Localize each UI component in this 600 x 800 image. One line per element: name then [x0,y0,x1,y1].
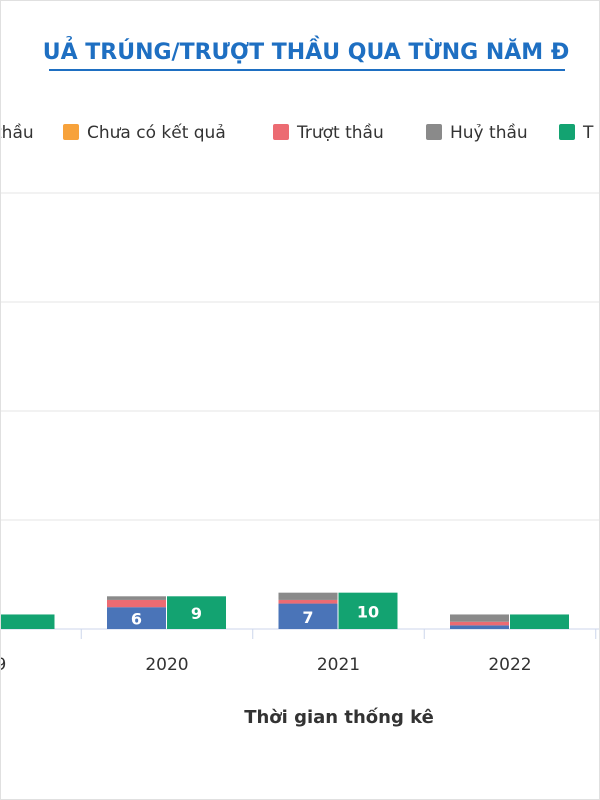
chart-title: UẢ TRÚNG/TRƯỢT THẦU QUA TỪNG NĂM Đ [43,36,570,65]
bar-segment [450,614,509,622]
legend-label: Huỷ thầu [450,122,528,143]
legend-label: thầu [1,122,34,143]
legend-label: Trượt thầu [296,122,384,143]
bar-segment [278,592,338,600]
x-tick-label: 19 [1,655,6,675]
data-label: 6 [131,610,142,629]
bar-segment [510,614,569,629]
x-tick-label: 2022 [488,655,531,675]
legend-label: Chưa có kết quả [87,122,226,143]
bar-segment [107,599,166,608]
bar-segment [167,596,226,629]
x-tick-label: 2020 [145,655,188,675]
bar-segment [278,603,338,629]
data-label: 9 [191,604,202,623]
bar-segment [278,599,338,604]
data-label: 7 [302,608,313,627]
legend-label: T [582,123,594,143]
bar-segment [338,592,398,629]
bar-segment [1,614,55,629]
x-tick-label: 2021 [317,655,360,675]
bar-segment [450,625,509,629]
legend-swatch [559,124,575,140]
x-axis-title: Thời gian thống kê [244,707,434,728]
legend-swatch [63,124,79,140]
legend-swatch [273,124,289,140]
bar-segment [107,596,166,600]
bar-segment [107,607,166,629]
data-label: 10 [357,602,379,621]
bar-segment [450,621,509,626]
legend-swatch [426,124,442,140]
